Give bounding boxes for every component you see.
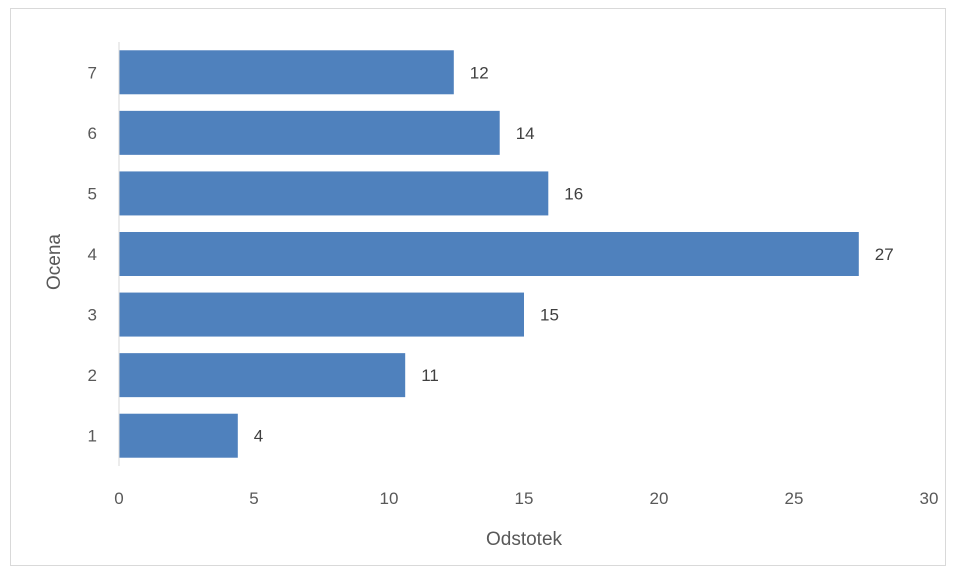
data-label-3: 15	[540, 306, 559, 325]
bars-group	[119, 50, 859, 458]
chart-area	[10, 8, 946, 566]
data-label-4: 27	[875, 245, 894, 264]
y-tick-label-2: 2	[88, 366, 97, 385]
y-tick-label-7: 7	[88, 63, 97, 82]
data-label-6: 14	[516, 124, 535, 143]
data-label-5: 16	[564, 184, 583, 203]
y-tick-label-3: 3	[88, 306, 97, 325]
bar-7	[119, 50, 454, 95]
bar-3	[119, 292, 524, 337]
bar-2	[119, 353, 406, 398]
x-tick-label-30: 30	[920, 489, 939, 508]
x-tick-label-10: 10	[380, 489, 399, 508]
bar-1	[119, 413, 238, 458]
x-tick-label-5: 5	[249, 489, 258, 508]
data-label-2: 11	[421, 366, 439, 385]
y-tick-label-4: 4	[88, 245, 97, 264]
x-tick-label-15: 15	[515, 489, 534, 508]
x-tick-labels-group: 0 5 10 15 20 25 30	[114, 489, 938, 508]
x-tick-label-0: 0	[114, 489, 123, 508]
data-label-1: 4	[254, 427, 263, 446]
y-tick-labels-group: 1 2 3 4 5 6 7	[88, 63, 97, 445]
x-axis-title: Odstotek	[486, 529, 563, 550]
x-tick-label-20: 20	[650, 489, 669, 508]
y-tick-label-6: 6	[88, 124, 97, 143]
bar-6	[119, 110, 500, 155]
data-label-7: 12	[470, 63, 489, 82]
data-labels-group: 4 11 15 27 16 14 12	[254, 63, 894, 445]
y-tick-label-1: 1	[88, 427, 97, 446]
x-tick-label-25: 25	[785, 489, 804, 508]
bar-4	[119, 232, 859, 276]
y-axis-title: Ocena	[44, 234, 65, 290]
bar-5	[119, 171, 549, 216]
y-tick-label-5: 5	[88, 184, 97, 203]
